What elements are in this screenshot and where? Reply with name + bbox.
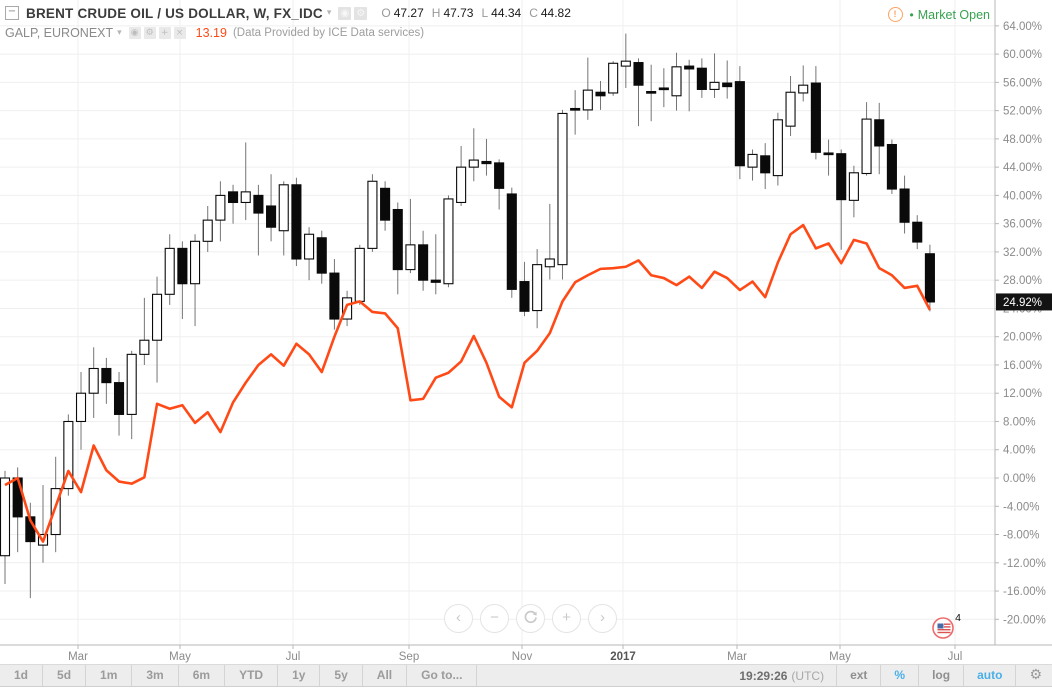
x-tick-label: May bbox=[829, 651, 851, 663]
market-status: ! • Market Open bbox=[887, 7, 990, 22]
range-button-5y[interactable]: 5y bbox=[320, 665, 363, 686]
x-tick-label: Sep bbox=[399, 651, 419, 663]
y-tick-label: 32.00% bbox=[1003, 247, 1042, 259]
x-tick-label: Nov bbox=[512, 651, 533, 663]
ohlc-key: C bbox=[529, 6, 538, 20]
x-tick-label: Mar bbox=[68, 651, 88, 663]
plus-icon[interactable]: + bbox=[158, 27, 171, 39]
chevron-down-icon[interactable]: ▾ bbox=[117, 28, 122, 38]
y-tick-label: 8.00% bbox=[1003, 416, 1036, 428]
y-tick-label: 36.00% bbox=[1003, 219, 1042, 231]
clock-timezone: (UTC) bbox=[791, 668, 825, 683]
range-button-3m[interactable]: 3m bbox=[132, 665, 179, 686]
bottom-toolbar: 1d 5d 1m 3m 6m YTD 1y 5y All Go to... 19:29:26 (U… bbox=[0, 664, 1052, 687]
range-button-1d[interactable]: 1d bbox=[0, 665, 44, 686]
ohlc-key: O bbox=[381, 6, 391, 20]
ohlc-value: 47.27 bbox=[393, 6, 424, 20]
chart-header: − BRENT CRUDE OIL / US DOLLAR, W, FX_IDC… bbox=[5, 4, 571, 42]
y-tick-label: 56.00% bbox=[1003, 77, 1042, 89]
toggle-percent[interactable]: % bbox=[880, 665, 918, 686]
status-dot-icon: • bbox=[909, 7, 914, 22]
events-count-badge: 4 bbox=[955, 612, 961, 624]
alert-icon[interactable]: ! bbox=[887, 7, 903, 22]
range-button-1m[interactable]: 1m bbox=[86, 665, 133, 686]
eye-icon[interactable]: ◉ bbox=[338, 6, 352, 20]
symbol-title[interactable]: BRENT CRUDE OIL / US DOLLAR, W, FX_IDC bbox=[26, 5, 323, 21]
us-flag-icon bbox=[932, 617, 954, 639]
nav-reset-button[interactable] bbox=[516, 604, 545, 633]
y-tick-label: 60.00% bbox=[1003, 49, 1042, 61]
ohlc-key: L bbox=[481, 6, 489, 20]
x-tick-label: Jul bbox=[286, 651, 301, 663]
y-tick-label: -20.00% bbox=[1003, 614, 1046, 626]
y-tick-label: 0.00% bbox=[1003, 473, 1036, 485]
ohlc-values: O 47.27 H 47.73 L 44.34 C 44.82 bbox=[381, 6, 571, 20]
nav-pan-right-button[interactable]: › bbox=[588, 604, 617, 633]
toggle-auto[interactable]: auto bbox=[963, 665, 1015, 686]
y-tick-label: 52.00% bbox=[1003, 106, 1042, 118]
y-tick-label: 44.00% bbox=[1003, 162, 1042, 174]
y-tick-label: 64.00% bbox=[1003, 21, 1042, 33]
ohlc-value: 44.82 bbox=[540, 6, 571, 20]
range-button-all[interactable]: All bbox=[363, 665, 408, 686]
compare-last-value: 13.19 bbox=[195, 26, 227, 40]
close-icon[interactable]: × bbox=[173, 27, 186, 39]
y-tick-label: 40.00% bbox=[1003, 190, 1042, 202]
x-tick-label: Jul bbox=[948, 651, 963, 663]
y-tick-label: 12.00% bbox=[1003, 388, 1042, 400]
market-status-label: Market Open bbox=[917, 7, 990, 22]
compare-symbol-label[interactable]: GALP, EURONEXT bbox=[5, 26, 114, 40]
eye-icon[interactable]: ◉ bbox=[128, 27, 141, 39]
range-button-6m[interactable]: 6m bbox=[179, 665, 226, 686]
price-chart-canvas[interactable]: 64.00%60.00%56.00%52.00%48.00%44.00%40.0… bbox=[0, 0, 1052, 663]
y-tick-label: 16.00% bbox=[1003, 360, 1042, 372]
chart-nav-buttons: ‹ − + › bbox=[444, 604, 624, 633]
scale-toggles: ext% log auto bbox=[824, 665, 1015, 686]
range-button-5d[interactable]: 5d bbox=[43, 665, 87, 686]
chevron-down-icon[interactable]: ▾ bbox=[326, 8, 332, 18]
svg-text:24.92%: 24.92% bbox=[1003, 297, 1042, 309]
y-tick-label: -16.00% bbox=[1003, 586, 1046, 598]
symbol-row: − BRENT CRUDE OIL / US DOLLAR, W, FX_IDC… bbox=[5, 4, 571, 22]
candlestick-series bbox=[0, 33, 935, 599]
collapse-icon[interactable]: − bbox=[5, 6, 19, 20]
y-tick-label: 48.00% bbox=[1003, 134, 1042, 146]
gear-icon[interactable]: ⚙ bbox=[354, 6, 368, 20]
nav-pan-left-button[interactable]: ‹ bbox=[444, 604, 473, 633]
compare-line-series bbox=[4, 223, 932, 543]
time-axis[interactable]: Mar May Jul Sep Nov 2017 Mar May Jul bbox=[68, 645, 962, 663]
y-tick-label: -4.00% bbox=[1003, 501, 1039, 513]
range-buttons: 1d 5d 1m 3m 6m YTD 1y 5y All Go to... bbox=[0, 665, 478, 686]
toggle-log[interactable]: log bbox=[918, 665, 963, 686]
gear-icon[interactable]: ⚙ bbox=[143, 27, 156, 39]
x-tick-label: 2017 bbox=[610, 651, 636, 663]
events-calendar-badge[interactable]: 4 bbox=[931, 612, 961, 642]
range-button-ytd[interactable]: YTD bbox=[225, 665, 279, 686]
ohlc-value: 44.34 bbox=[491, 6, 522, 20]
settings-gear-icon[interactable]: ⚙ bbox=[1015, 665, 1046, 686]
range-button-1y[interactable]: 1y bbox=[278, 665, 321, 686]
x-tick-label: Mar bbox=[727, 651, 747, 663]
nav-zoom-out-button[interactable]: − bbox=[480, 604, 509, 633]
clock: 19:29:26 bbox=[739, 668, 788, 683]
toolbar-right: 19:29:26 (UTC) ext% log auto ⚙ bbox=[739, 665, 1046, 686]
toggle-ext[interactable]: ext bbox=[836, 665, 880, 686]
nav-zoom-in-button[interactable]: + bbox=[552, 604, 581, 633]
grid bbox=[0, 0, 995, 645]
x-tick-label: May bbox=[169, 651, 191, 663]
current-price-label: 24.92% bbox=[996, 293, 1052, 311]
y-tick-label: 28.00% bbox=[1003, 275, 1042, 287]
compare-row: GALP, EURONEXT ▾ ◉ ⚙ + × 13.19 (Data Pro… bbox=[5, 24, 571, 42]
range-button-goto[interactable]: Go to... bbox=[407, 665, 478, 686]
y-tick-label: -8.00% bbox=[1003, 530, 1039, 542]
y-tick-label: 20.00% bbox=[1003, 332, 1042, 344]
ohlc-value: 47.73 bbox=[443, 6, 474, 20]
data-provider-note: (Data Provided by ICE Data services) bbox=[232, 27, 425, 39]
ohlc-key: H bbox=[431, 6, 441, 20]
y-tick-label: 4.00% bbox=[1003, 445, 1036, 457]
y-tick-label: -12.00% bbox=[1003, 558, 1046, 570]
